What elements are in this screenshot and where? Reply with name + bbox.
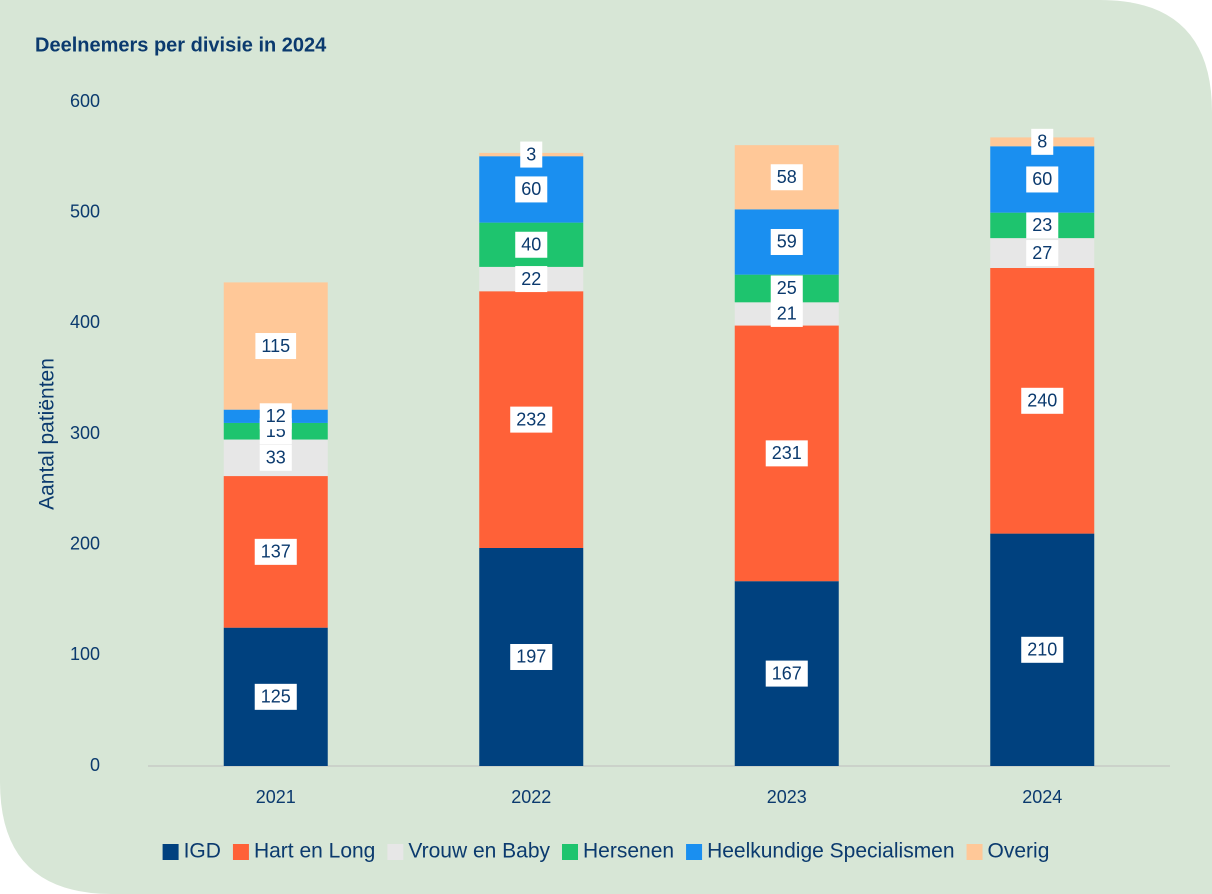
legend-label: Overig <box>988 840 1050 863</box>
data-label-text: 240 <box>1027 391 1057 411</box>
data-label: 137 <box>254 538 297 565</box>
data-label-box <box>1026 212 1059 239</box>
data-label-text: 27 <box>1032 243 1052 263</box>
y-tick-label: 100 <box>70 644 100 664</box>
data-label-text: 25 <box>777 278 797 298</box>
chart-title: Deelnemers per divisie in 2024 <box>35 34 327 56</box>
data-label-box <box>765 660 808 687</box>
data-label: 22 <box>515 266 548 293</box>
data-label: 8 <box>1031 128 1054 155</box>
legend-label: Hart en Long <box>254 840 375 863</box>
data-label-text: 60 <box>521 179 541 199</box>
data-label: 33 <box>259 444 292 471</box>
data-label-text: 8 <box>1037 132 1047 152</box>
data-label: 197 <box>510 643 553 670</box>
data-label: 60 <box>515 176 548 203</box>
data-label-box <box>770 300 803 327</box>
data-label: 232 <box>510 406 553 433</box>
legend-label: Heelkundige Specialismen <box>707 840 954 863</box>
legend-label: Vrouw en Baby <box>408 840 550 863</box>
data-label-box <box>510 643 553 670</box>
y-tick-label: 400 <box>70 312 100 332</box>
data-label-text: 21 <box>777 304 797 324</box>
y-tick-label: 200 <box>70 533 100 553</box>
data-label-text: 60 <box>1032 169 1052 189</box>
data-label-text: 59 <box>777 232 797 252</box>
data-label-box <box>1026 166 1059 193</box>
data-label-text: 210 <box>1027 640 1057 660</box>
data-label-text: 231 <box>772 443 802 463</box>
data-label: 167 <box>765 660 808 687</box>
data-label-text: 197 <box>516 647 546 667</box>
data-label-box <box>254 538 297 565</box>
legend-swatch <box>562 844 578 860</box>
data-label-box <box>1021 636 1064 663</box>
data-label: 59 <box>770 228 803 255</box>
data-label: 25 <box>770 275 803 302</box>
legend-swatch <box>387 844 404 860</box>
x-tick-label: 2021 <box>256 787 296 807</box>
data-label: 240 <box>1021 387 1064 414</box>
data-label-box <box>1026 240 1059 267</box>
data-label-box <box>770 228 803 255</box>
legend-label: IGD <box>184 840 221 863</box>
data-label-text: 125 <box>261 687 291 707</box>
data-label-box <box>259 444 292 471</box>
data-label-box <box>770 164 803 191</box>
y-tick-label: 500 <box>70 201 100 221</box>
data-label-box <box>510 406 553 433</box>
y-axis-label: Aantal patiënten <box>36 358 59 510</box>
x-tick-label: 2024 <box>1022 787 1062 807</box>
data-label: 12 <box>259 403 292 430</box>
data-label-text: 40 <box>521 235 541 255</box>
data-label: 125 <box>254 683 297 710</box>
data-label: 231 <box>765 440 808 467</box>
data-label: 115 <box>255 333 297 360</box>
data-label-text: 232 <box>516 409 546 429</box>
data-label-box <box>770 275 803 302</box>
x-tick-label: 2022 <box>511 787 551 807</box>
data-label-box <box>255 333 297 360</box>
data-label: 3 <box>520 141 543 168</box>
data-label: 27 <box>1026 240 1059 267</box>
y-tick-label: 300 <box>70 423 100 443</box>
legend-swatch <box>232 844 249 860</box>
data-label-text: 115 <box>261 336 290 356</box>
data-label-box <box>1031 128 1054 155</box>
legend-swatch <box>162 844 179 860</box>
data-label-box <box>515 266 548 293</box>
data-label-text: 167 <box>772 663 802 683</box>
data-label: 210 <box>1021 636 1064 663</box>
data-label: 23 <box>1026 212 1059 239</box>
data-label: 60 <box>1026 166 1059 193</box>
data-label-text: 22 <box>521 269 541 289</box>
data-label-box <box>765 440 808 467</box>
data-label-text: 12 <box>266 406 286 426</box>
y-tick-label: 600 <box>70 91 100 111</box>
data-label: 40 <box>515 231 548 258</box>
legend-swatch <box>686 844 703 860</box>
legend-swatch <box>966 844 983 860</box>
y-tick-label: 0 <box>90 755 100 775</box>
data-label-box <box>515 176 548 203</box>
data-label-box <box>1021 387 1064 414</box>
data-label-text: 137 <box>261 542 291 562</box>
data-label-text: 23 <box>1032 215 1052 235</box>
data-label-text: 33 <box>266 448 286 468</box>
x-tick-label: 2023 <box>767 787 807 807</box>
data-label: 21 <box>770 300 803 327</box>
data-label-text: 58 <box>777 167 797 187</box>
data-label-box <box>254 683 297 710</box>
data-label: 58 <box>770 164 803 191</box>
legend-label: Hersenen <box>583 840 674 863</box>
data-label-box <box>520 141 543 168</box>
data-label-box <box>259 403 292 430</box>
data-label-box <box>515 231 548 258</box>
data-label-text: 3 <box>526 144 536 164</box>
legend: IGD Hart en Long Vrouw en Baby Hersenen Heel… <box>162 840 1050 863</box>
